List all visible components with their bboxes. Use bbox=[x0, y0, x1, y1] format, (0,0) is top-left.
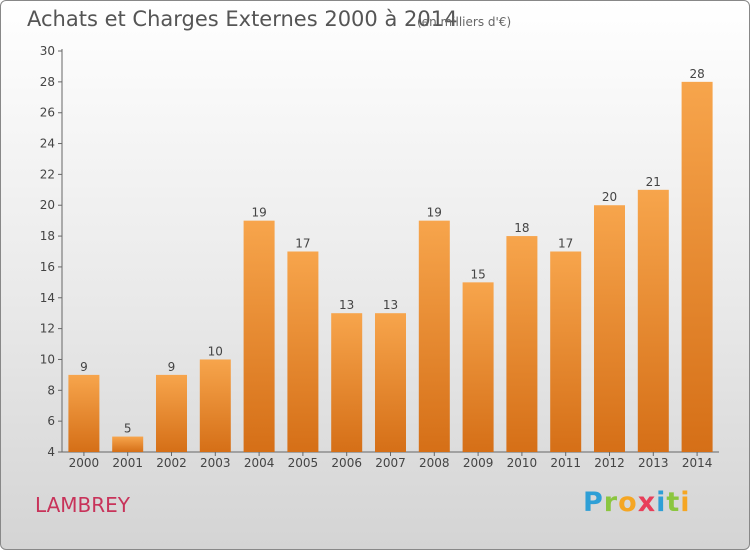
y-tick-label: 22 bbox=[40, 167, 55, 181]
bar bbox=[156, 374, 187, 452]
y-tick-label: 8 bbox=[47, 383, 55, 397]
data-label: 19 bbox=[251, 206, 266, 220]
y-tick-label: 30 bbox=[40, 44, 55, 58]
data-label: 28 bbox=[689, 67, 704, 81]
x-tick-label: 2004 bbox=[244, 456, 275, 470]
data-label: 10 bbox=[208, 344, 223, 358]
data-label: 9 bbox=[168, 360, 176, 374]
x-tick-label: 2011 bbox=[550, 456, 581, 470]
y-tick-label: 16 bbox=[40, 260, 55, 274]
data-label: 21 bbox=[646, 175, 661, 189]
commune-name: LAMBREY bbox=[35, 493, 131, 517]
bar-layer bbox=[68, 81, 713, 453]
x-tick-label: 2008 bbox=[419, 456, 450, 470]
bar bbox=[550, 251, 582, 452]
x-tick-label: 2010 bbox=[507, 456, 538, 470]
x-tick-label: 2005 bbox=[288, 456, 319, 470]
bar bbox=[287, 251, 319, 452]
data-label: 15 bbox=[470, 267, 485, 281]
y-tick-label: 14 bbox=[40, 291, 55, 305]
bar bbox=[637, 189, 669, 453]
data-label: 9 bbox=[80, 360, 88, 374]
data-label: 13 bbox=[339, 298, 354, 312]
bar bbox=[199, 359, 231, 452]
y-tick-label: 28 bbox=[40, 75, 55, 89]
y-tick-label: 12 bbox=[40, 322, 55, 336]
bar bbox=[375, 313, 406, 452]
y-tick-label: 4 bbox=[47, 445, 55, 459]
bar bbox=[243, 220, 275, 452]
y-tick-label: 24 bbox=[40, 137, 55, 151]
y-tick-label: 6 bbox=[47, 414, 55, 428]
logo-letter: i bbox=[680, 487, 691, 518]
x-tick-label: 2003 bbox=[200, 456, 231, 470]
proxiti-logo: Proxiti bbox=[583, 487, 691, 518]
y-tick-label: 10 bbox=[40, 352, 55, 366]
x-tick-label: 2006 bbox=[331, 456, 362, 470]
y-tick-label: 26 bbox=[40, 106, 55, 120]
bar bbox=[462, 282, 494, 452]
data-label: 17 bbox=[295, 237, 310, 251]
bar bbox=[418, 220, 450, 452]
data-label: 18 bbox=[514, 221, 529, 235]
logo-letter: r bbox=[603, 487, 619, 518]
data-label: 5 bbox=[124, 422, 132, 436]
x-tick-label: 2002 bbox=[156, 456, 187, 470]
data-label: 17 bbox=[558, 237, 573, 251]
data-label: 19 bbox=[427, 206, 442, 220]
x-tick-label: 2000 bbox=[69, 456, 100, 470]
x-tick-label: 2013 bbox=[638, 456, 669, 470]
bar bbox=[506, 236, 538, 452]
bar bbox=[594, 205, 625, 452]
data-label: 13 bbox=[383, 298, 398, 312]
chart-subtitle: (en milliers d'€) bbox=[417, 15, 512, 29]
logo-letter: P bbox=[583, 487, 604, 518]
label-layer: 2000 9 2001 5 2002 9 2003 10 2004 19 2005 17 2006 13 2… bbox=[69, 67, 713, 470]
y-tick-label: 20 bbox=[40, 198, 55, 212]
logo-letter: x bbox=[637, 487, 657, 518]
bar bbox=[681, 81, 713, 452]
data-label: 20 bbox=[602, 190, 617, 204]
x-tick-label: 2012 bbox=[594, 456, 625, 470]
logo-letter: t bbox=[666, 487, 681, 518]
x-tick-label: 2014 bbox=[682, 456, 713, 470]
chart-title: Achats et Charges Externes 2000 à 2014 bbox=[27, 7, 458, 31]
x-tick-label: 2009 bbox=[463, 456, 494, 470]
x-tick-label: 2001 bbox=[112, 456, 143, 470]
logo-letter: o bbox=[618, 487, 638, 518]
logo-letter: i bbox=[656, 487, 667, 518]
bar bbox=[112, 436, 144, 452]
y-tick-label: 18 bbox=[40, 229, 55, 243]
bar bbox=[68, 374, 100, 452]
bar bbox=[331, 313, 363, 452]
x-tick-label: 2007 bbox=[375, 456, 406, 470]
